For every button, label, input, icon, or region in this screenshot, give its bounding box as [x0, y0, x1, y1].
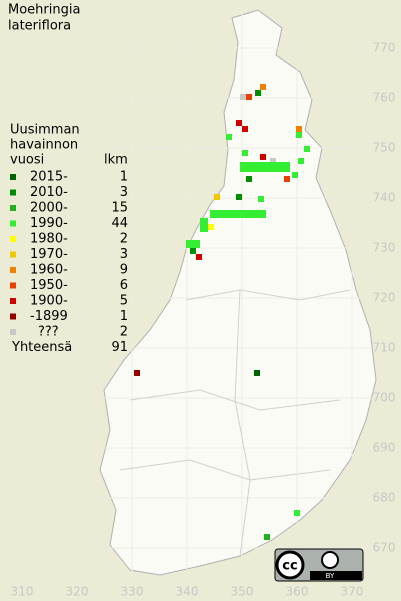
- legend-swatch: [10, 313, 16, 320]
- legend-count: 5: [120, 294, 128, 309]
- observation: [246, 94, 252, 100]
- legend-label: 1980-: [30, 232, 68, 247]
- observation: [190, 248, 196, 254]
- legend-count: 3: [120, 247, 128, 262]
- legend-swatch: [10, 329, 16, 335]
- legend-swatch: [10, 174, 16, 180]
- observation: [134, 370, 140, 376]
- easting-label: 370: [341, 585, 364, 599]
- legend-count: 2: [120, 232, 128, 247]
- observation: [240, 162, 290, 172]
- observation: [298, 158, 304, 164]
- legend-label: 1950-: [30, 278, 68, 293]
- legend-count: 1: [120, 170, 128, 185]
- legend-swatch: [10, 205, 16, 211]
- northing-label: 690: [373, 441, 396, 455]
- observation: [242, 126, 248, 132]
- legend-label: -1899: [30, 309, 68, 324]
- observation: [255, 90, 261, 96]
- northing-label: 720: [373, 291, 396, 305]
- legend-label: 2015-: [30, 170, 68, 185]
- observation: [258, 196, 264, 202]
- northing-label: 730: [373, 241, 396, 255]
- observation: [200, 218, 208, 232]
- easting-label: 360: [286, 585, 309, 599]
- northing-label: 680: [373, 491, 396, 505]
- license-cc: cc: [282, 559, 297, 574]
- legend-swatch: [10, 267, 16, 273]
- legend-label: 1970-: [30, 247, 68, 262]
- northing-label: 700: [373, 391, 396, 405]
- legend-swatch: [10, 298, 16, 304]
- observation: [296, 132, 302, 138]
- easting-label: 310: [11, 585, 34, 599]
- observation: [254, 370, 260, 376]
- observation: [196, 254, 202, 260]
- observation: [226, 134, 232, 140]
- easting-label: 330: [121, 585, 144, 599]
- legend-total: 91: [111, 340, 128, 355]
- legend-swatch: [10, 220, 16, 227]
- legend-heading: Uusimman: [10, 123, 80, 138]
- legend-swatch: [10, 236, 16, 242]
- observation: [242, 150, 248, 156]
- legend-count: 6: [120, 278, 128, 293]
- observation: [294, 510, 300, 516]
- observation: [292, 172, 298, 178]
- legend-swatch: [10, 189, 16, 196]
- easting-label: 320: [66, 585, 89, 599]
- legend-label: 2010-: [30, 185, 68, 200]
- northing-label: 750: [373, 141, 396, 155]
- observation: [260, 154, 266, 160]
- observation: [236, 120, 242, 126]
- legend-label: 1990-: [30, 216, 68, 231]
- title: Moehringia: [8, 3, 80, 18]
- observation: [260, 84, 266, 90]
- legend-swatch: [10, 251, 16, 258]
- observation: [246, 176, 252, 182]
- northing-label: 740: [373, 191, 396, 205]
- easting-label: 350: [231, 585, 254, 599]
- easting-label: 340: [176, 585, 199, 599]
- northing-label: 710: [373, 341, 396, 355]
- observation: [284, 176, 290, 182]
- title: lateriflora: [8, 19, 71, 34]
- legend-total-label: Yhteensä: [11, 340, 72, 355]
- observation: [240, 94, 246, 100]
- observation: [296, 126, 302, 132]
- northing-label: 760: [373, 91, 396, 105]
- legend-label: 1900-: [30, 294, 68, 309]
- license-badge: cc BY: [274, 548, 364, 582]
- legend-heading: vuosi: [10, 153, 44, 168]
- legend-swatch: [10, 282, 16, 289]
- legend-count: 2: [120, 325, 128, 340]
- observation: [214, 194, 220, 200]
- legend-count: 3: [120, 185, 128, 200]
- observation: [264, 534, 270, 540]
- license-by: BY: [326, 572, 335, 580]
- region-borders: [119, 289, 351, 557]
- observation: [210, 210, 266, 218]
- observation: [186, 240, 200, 248]
- legend-label: 2000-: [30, 201, 68, 216]
- legend-count: 15: [111, 201, 128, 216]
- legend-count: 1: [120, 309, 128, 324]
- observation: [270, 158, 276, 164]
- legend-heading: havainnon: [10, 138, 78, 153]
- legend-count-heading: lkm: [104, 153, 128, 168]
- observation: [208, 224, 214, 230]
- northing-label: 670: [373, 541, 396, 555]
- legend-count: 44: [111, 216, 128, 231]
- legend-label: 1960-: [30, 263, 68, 278]
- observations: [134, 84, 310, 540]
- legend-label: ???: [38, 325, 59, 340]
- observation: [304, 146, 310, 152]
- northing-label: 770: [373, 41, 396, 55]
- legend-count: 9: [120, 263, 128, 278]
- observation: [236, 194, 242, 200]
